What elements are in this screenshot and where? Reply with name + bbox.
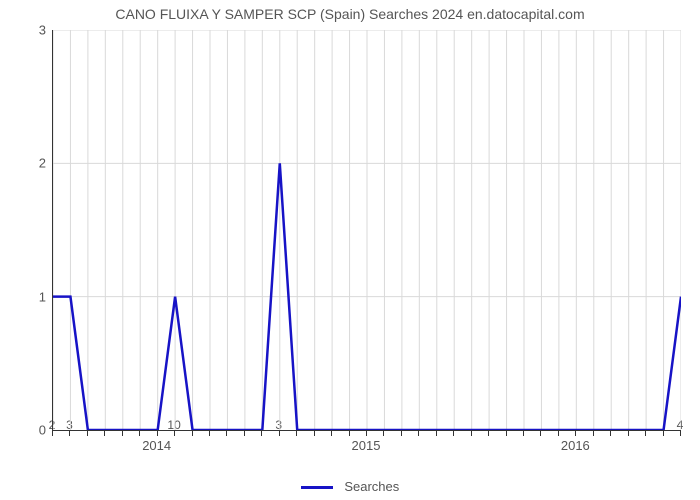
vertical-gridlines [53, 30, 681, 430]
legend-swatch [301, 486, 333, 489]
y-tick-label: 0 [39, 423, 46, 438]
x-major-label: 2014 [142, 438, 171, 453]
y-tick-label: 3 [39, 23, 46, 38]
x-major-label: 2016 [561, 438, 590, 453]
legend: Searches [0, 479, 700, 494]
legend-label: Searches [344, 479, 399, 494]
plot-svg [53, 30, 681, 430]
chart-container: CANO FLUIXA Y SAMPER SCP (Spain) Searche… [0, 0, 700, 500]
y-tick-label: 1 [39, 289, 46, 304]
chart-title: CANO FLUIXA Y SAMPER SCP (Spain) Searche… [0, 6, 700, 22]
y-tick-label: 2 [39, 156, 46, 171]
x-major-label: 2015 [352, 438, 381, 453]
plot-area [52, 30, 681, 431]
